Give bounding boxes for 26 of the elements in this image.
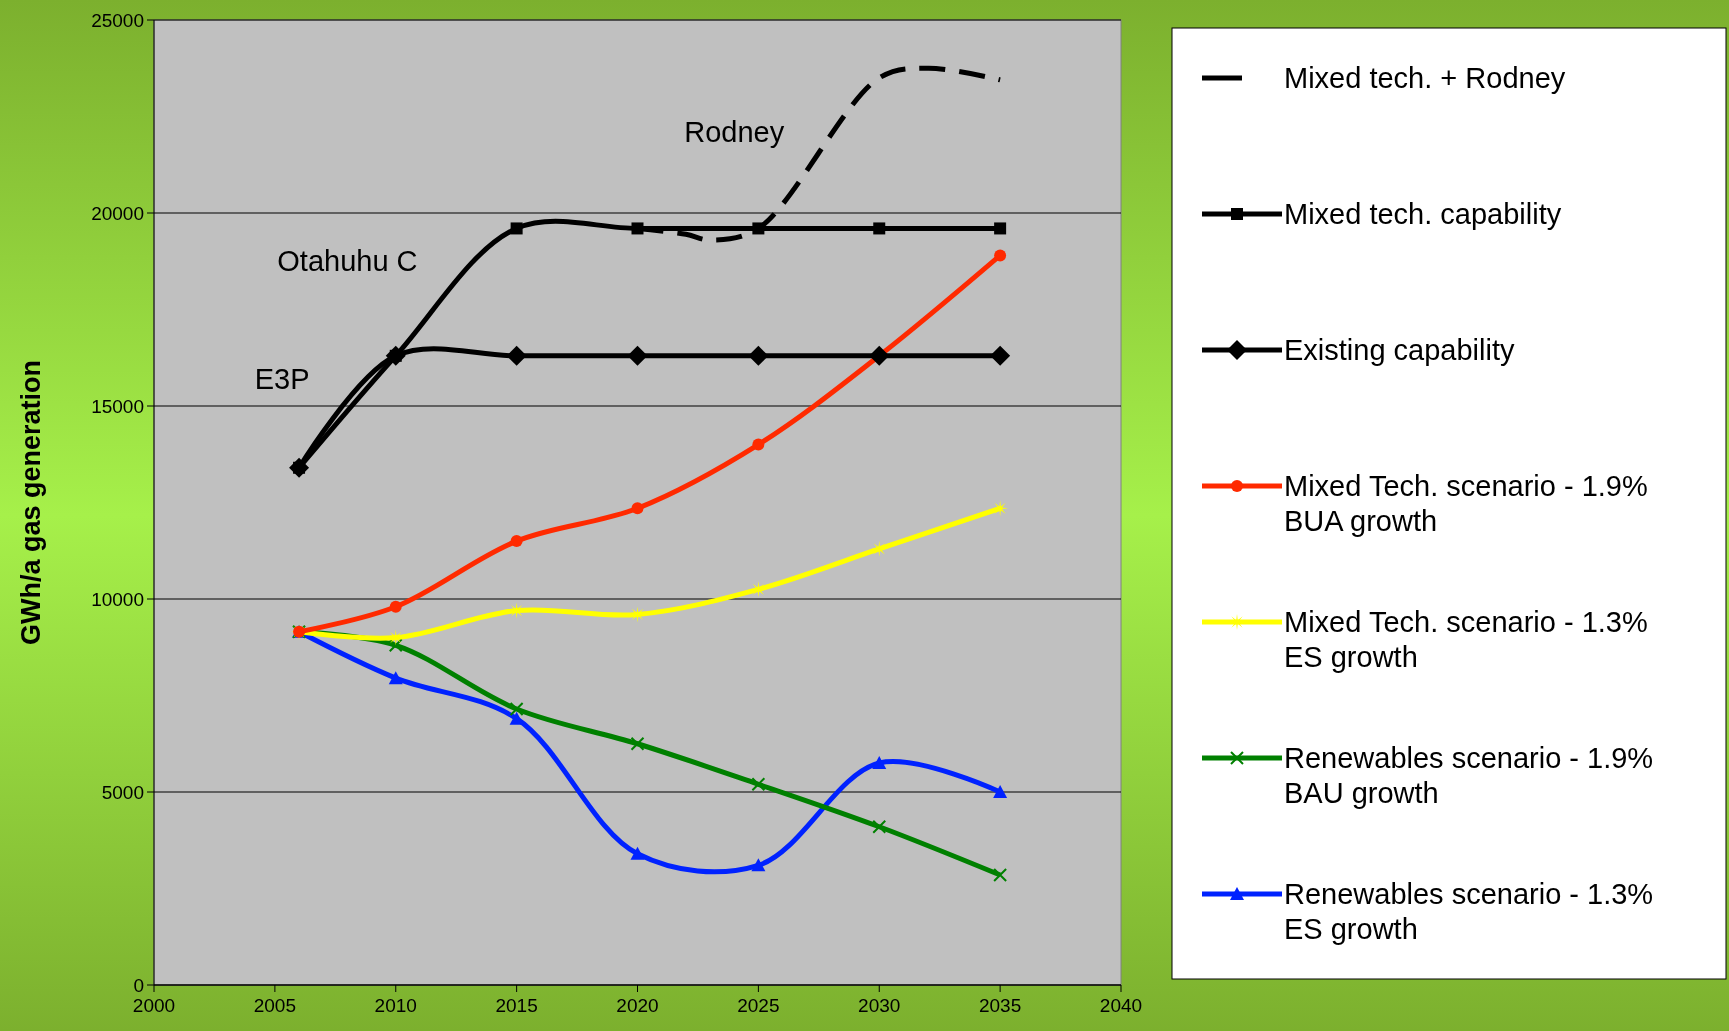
legend-label: Renewables scenario - 1.9% BAU growth <box>1284 742 1654 809</box>
x-tick-label: 2035 <box>978 995 1022 1016</box>
x-tick-label: 2030 <box>858 995 901 1016</box>
y-axis-title: GWh/a gas generation <box>16 359 46 646</box>
annotation: Rodney <box>684 116 785 149</box>
annotation: E3P <box>254 363 310 396</box>
x-tick-label: 2000 <box>132 995 176 1016</box>
x-tick-label: 2005 <box>253 995 297 1016</box>
y-tick-label: 0 <box>133 974 144 996</box>
x-tick-label: 2025 <box>737 995 780 1016</box>
y-tick-label: 10000 <box>91 588 144 610</box>
y-tick-label: 20000 <box>91 202 144 224</box>
x-tick-label: 2040 <box>1099 995 1143 1016</box>
legend-label: Mixed Tech. scenario - 1.3% ES growth <box>1284 606 1648 673</box>
legend-label: Renewables scenario - 1.3% ES growth <box>1284 878 1654 945</box>
y-tick-label: 25000 <box>91 9 144 31</box>
legend-label: Mixed tech. + Rodney <box>1284 62 1566 95</box>
y-tick-label: 15000 <box>91 395 144 417</box>
y-tick-label: 5000 <box>101 781 144 803</box>
legend-label: Mixed Tech. scenario - 1.9% BUA growth <box>1284 470 1648 537</box>
legend-label: Mixed tech. capability <box>1284 198 1562 231</box>
x-tick-label: 2020 <box>616 995 659 1016</box>
x-tick-label: 2010 <box>374 995 417 1016</box>
legend-label: Existing capability <box>1284 334 1515 367</box>
annotation: Otahuhu C <box>277 245 418 278</box>
x-tick-label: 2015 <box>495 995 538 1016</box>
